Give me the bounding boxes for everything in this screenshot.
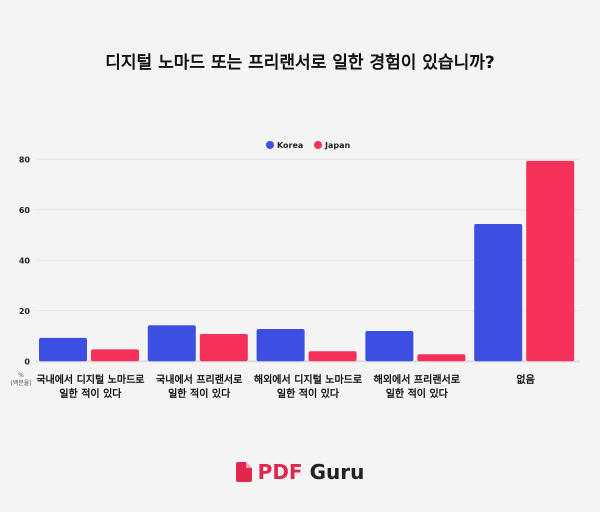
bar-japan	[199, 334, 248, 362]
y-tick-label: 0	[24, 357, 30, 366]
logo-brand2: Guru	[309, 460, 365, 484]
bar-korea	[39, 337, 87, 362]
bar-japan	[417, 354, 466, 362]
legend-marker	[266, 141, 274, 149]
bar-korea	[147, 325, 196, 362]
document-icon	[235, 462, 252, 482]
y-tick-label: 80	[19, 155, 31, 164]
x-tick-label: 해외에서 프리랜서로	[374, 373, 460, 386]
y-tick-label: 40	[19, 256, 31, 265]
bar-korea	[365, 331, 414, 362]
y-tick-label: 60	[19, 206, 31, 215]
legend-label: Korea	[277, 141, 303, 150]
chart-title: 디지털 노마드 또는 프리랜서로 일한 경험이 있습니까?	[105, 53, 495, 73]
x-tick-label: 해외에서 디지털 노마드로	[254, 373, 362, 386]
x-tick-label: 국내에서 프리랜서로	[156, 373, 242, 386]
x-tick-label: 일한 적이 있다	[59, 387, 122, 400]
logo-brand: PDF	[257, 460, 303, 484]
x-tick-label: 일한 적이 있다	[386, 387, 449, 400]
y-axis-label: %	[18, 372, 24, 379]
x-tick-label: 일한 적이 있다	[277, 387, 340, 400]
y-tick-label: 20	[19, 307, 31, 316]
bar-korea	[474, 223, 523, 362]
bar-korea	[256, 328, 305, 362]
legend-label: Japan	[324, 141, 351, 150]
x-tick-label: 없음	[516, 373, 534, 386]
y-axis-label: (백분율)	[10, 379, 31, 387]
legend-marker	[314, 141, 322, 149]
x-tick-label: 일한 적이 있다	[168, 387, 231, 400]
x-tick-label: 국내에서 디지털 노마드로	[36, 373, 144, 386]
pdf-guru-logo: PDF Guru	[0, 460, 600, 484]
bar-japan	[91, 349, 139, 362]
bar-japan	[308, 351, 357, 362]
bar-japan	[526, 160, 575, 362]
